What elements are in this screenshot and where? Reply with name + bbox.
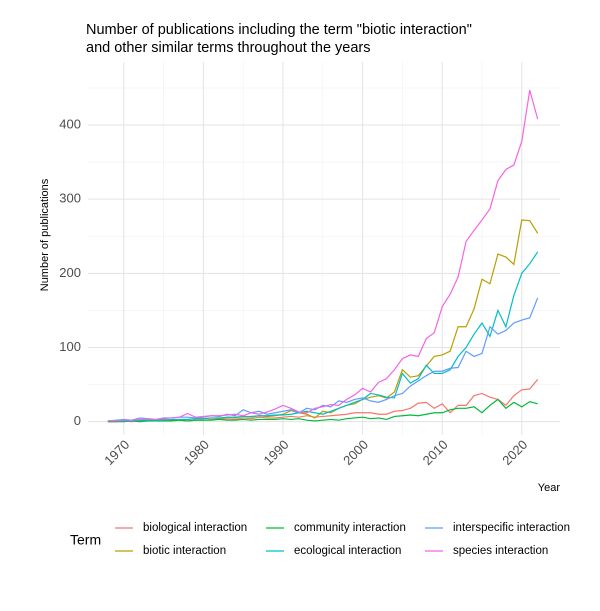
y-axis-label: Number of publications	[39, 178, 51, 291]
series-line	[107, 251, 539, 422]
legend-label: ecological interaction	[294, 545, 401, 557]
series-line	[107, 90, 539, 422]
legend-label: biological interaction	[143, 522, 247, 534]
x-tick-label: 2020	[499, 437, 530, 468]
legend-label: interspecific interaction	[453, 522, 570, 534]
series-line	[107, 398, 538, 423]
chart-title: and other similar terms throughout the y…	[86, 40, 371, 56]
y-tick-label: 0	[74, 413, 81, 428]
x-tick-label: 2010	[420, 437, 451, 468]
legend-label: species interaction	[453, 545, 548, 557]
x-axis-label: Year	[538, 482, 561, 494]
y-tick-label: 100	[59, 339, 81, 354]
y-tick-label: 400	[59, 116, 81, 131]
x-tick-label: 1980	[181, 437, 212, 468]
y-tick-label: 200	[59, 265, 81, 280]
legend-title: Term	[70, 532, 101, 548]
x-tick-label: 1990	[261, 437, 292, 468]
legend-label: biotic interaction	[143, 545, 226, 557]
x-tick-label: 2000	[340, 437, 371, 468]
chart-title: Number of publications including the ter…	[86, 22, 472, 38]
x-tick-label: 1970	[101, 437, 132, 468]
y-tick-label: 300	[59, 191, 81, 206]
legend-label: community interaction	[294, 522, 406, 534]
